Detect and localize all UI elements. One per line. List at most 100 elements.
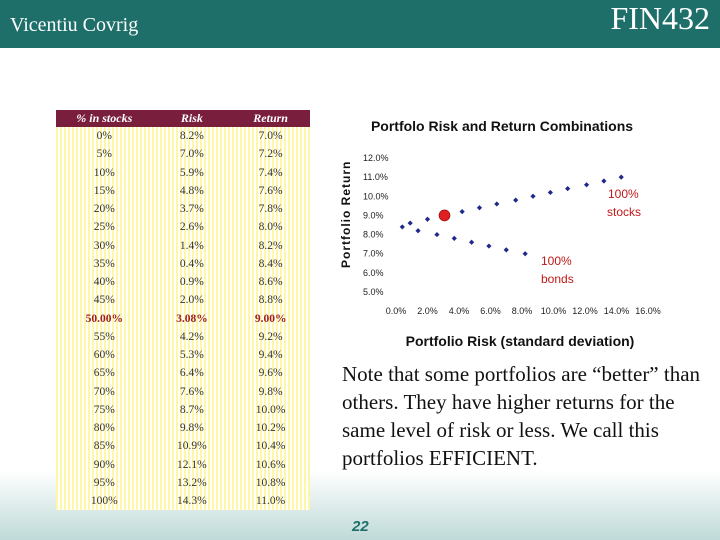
data-point [618,174,624,180]
x-tick-label: 8.0% [512,306,533,316]
cell-risk: 7.0% [179,148,204,161]
table-row: 20% 3.7% 7.8% [56,200,310,218]
cell-return: 9.2% [258,330,283,343]
title-bar: Vicentiu Covrig FIN432 [0,0,720,48]
data-point [503,247,509,253]
cell-risk: 6.4% [179,367,204,380]
y-axis-label: Portfolio Return [339,161,353,268]
header-risk: Risk [152,110,232,127]
cell-stocks: 85% [93,440,115,453]
cell-risk: 5.3% [179,349,204,362]
cell-stocks: 70% [93,385,115,398]
course-code: FIN432 [610,0,710,36]
cell-risk: 10.9% [177,440,207,453]
y-tick-label: 11.0% [363,172,388,182]
cell-stocks: 60% [93,349,115,362]
efficiency-note: Note that some portfolios are “better” t… [342,362,701,470]
table-body: 0% 8.2% 7.0% 5% 7.0% 7.2% 10% 5.9% 7.4% 15% 4.8% 7.… [56,127,310,510]
y-tick-label: 9.0% [363,210,384,220]
risk-return-chart: Portfolio Return Portfolo Risk and Retur… [339,118,661,349]
table-row: 15% 4.8% 7.6% [56,182,310,200]
data-point [469,239,475,245]
table-row: 90% 12.1% 10.6% [56,456,310,474]
portfolio-table: % in stocks Risk Return 0% 8.2% 7.0% 5% 7.0%… [56,110,310,510]
cell-risk: 0.9% [179,276,204,289]
table-row: 30% 1.4% 8.2% [56,237,310,255]
cell-stocks: 10% [93,166,115,179]
cell-return: 8.4% [258,257,283,270]
cell-risk: 2.6% [179,221,204,234]
cell-return: 10.0% [255,403,286,416]
portfolio-table-panel: % in stocks Risk Return 0% 8.2% 7.0% 5% 7.0%… [56,110,310,510]
x-tick-label: 16.0% [635,306,661,316]
cell-return: 11.0% [255,495,286,508]
cell-risk: 14.3% [177,495,207,508]
table-row: 10% 5.9% 7.4% [56,164,310,182]
header-stocks: % in stocks [56,110,153,127]
y-tick-label: 5.0% [363,287,384,297]
cell-risk: 4.8% [179,184,204,197]
author-name: Vicentiu Covrig [10,14,139,36]
table-row: 60% 5.3% 9.4% [56,346,310,364]
cell-return: 9.4% [258,349,283,362]
x-tick-label: 14.0% [604,306,630,316]
cell-risk: 12.1% [177,458,207,471]
cell-risk: 9.8% [179,422,204,435]
data-point [434,231,440,238]
cell-return: 10.6% [255,458,286,471]
header-return: Return [231,110,310,127]
cell-return: 7.8% [258,203,283,216]
cell-risk: 13.2% [177,476,207,489]
cell-risk: 8.7% [179,403,204,416]
cell-risk: 8.2% [179,130,204,143]
data-point [513,197,519,203]
data-point [530,193,536,199]
data-point [565,186,571,192]
x-axis-label: Portfolio Risk (standard deviation) [406,333,635,349]
data-point [486,243,492,249]
x-tick-label: 4.0% [449,306,470,316]
table-row: 40% 0.9% 8.6% [56,273,310,291]
cell-risk: 1.4% [179,239,204,252]
x-tick-label: 0.0% [386,306,407,316]
cell-stocks: 75% [93,403,115,416]
annotation-bonds: 100% bonds [541,254,574,286]
cell-return: 7.4% [258,166,283,179]
data-point [459,209,465,215]
cell-risk: 2.0% [179,294,204,307]
cell-stocks: 80% [93,422,115,435]
table-header-row: % in stocks Risk Return [56,110,310,127]
y-tick-label: 12.0% [363,153,389,163]
cell-stocks: 50.00% [85,312,123,325]
cell-return: 8.6% [258,276,283,289]
data-point [583,182,590,188]
cell-risk: 3.7% [179,203,204,216]
cell-risk: 0.4% [179,257,204,270]
cell-return: 9.8% [258,385,283,398]
table-row: 80% 9.8% 10.2% [56,419,310,437]
cell-risk: 7.6% [179,385,204,398]
cell-return: 9.6% [258,367,283,380]
cell-return: 10.2% [255,422,286,435]
cell-stocks: 65% [93,367,115,380]
table-row: 5% 7.0% 7.2% [56,145,310,163]
cell-stocks: 95% [93,476,115,489]
table-row: 50.00% 3.08% 9.00% [56,310,310,328]
x-tick-label: 2.0% [417,306,438,316]
table-row: 95% 13.2% 10.8% [56,474,310,492]
cell-return: 8.0% [258,221,283,234]
cell-return: 7.6% [258,184,283,197]
annotation-stocks: 100% stocks [607,187,641,219]
table-row: 55% 4.2% 9.2% [56,328,310,346]
data-point [415,228,421,234]
cell-risk: 3.08% [176,312,208,325]
page-number: 22 [352,518,369,535]
cell-return: 10.4% [255,440,286,453]
table-row: 25% 2.6% 8.0% [56,218,310,236]
cell-stocks: 35% [93,257,115,270]
y-tick-label: 10.0% [363,191,389,201]
cell-stocks: 30% [93,239,115,252]
table-row: 100% 14.3% 11.0% [56,492,310,510]
cell-return: 9.00% [254,312,287,325]
cell-stocks: 5% [96,148,112,161]
